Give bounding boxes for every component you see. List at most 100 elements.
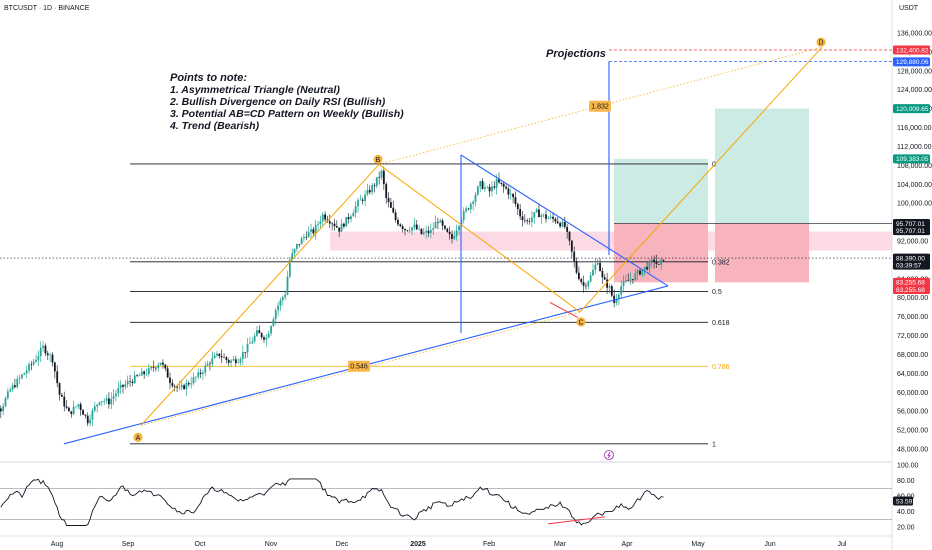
- svg-text:A: A: [136, 435, 141, 442]
- candle: [321, 211, 324, 226]
- candle: [53, 361, 56, 379]
- target-zone-2: [715, 108, 809, 224]
- note-4: 4. Trend (Bearish): [169, 120, 260, 132]
- candle: [592, 263, 594, 277]
- candle: [21, 373, 23, 380]
- candle: [281, 295, 284, 306]
- rsi-line: [0, 478, 664, 526]
- candle: [660, 257, 663, 271]
- candle: [220, 349, 223, 364]
- candle: [533, 211, 536, 224]
- candle: [427, 226, 430, 238]
- time-tick-label: 2025: [410, 541, 426, 548]
- time-tick-label: Dec: [336, 541, 349, 548]
- candle: [622, 275, 625, 293]
- candle: [42, 341, 44, 352]
- candle: [147, 364, 150, 377]
- candle: [434, 215, 437, 229]
- candle: [493, 181, 496, 190]
- lightning-icon[interactable]: [604, 450, 614, 460]
- candle: [585, 282, 587, 290]
- price-tick-label: 56,000.00: [897, 409, 928, 416]
- candle: [432, 222, 435, 236]
- candle: [44, 343, 47, 357]
- candle: [380, 169, 383, 181]
- candle: [491, 180, 493, 197]
- candle: [246, 338, 249, 358]
- candle: [397, 217, 399, 227]
- fib-level-label: 0.786: [712, 364, 730, 371]
- candle: [324, 211, 326, 223]
- candle: [37, 350, 40, 366]
- price-tick-label: 64,000.00: [897, 371, 928, 378]
- candle: [93, 401, 96, 413]
- price-axis[interactable]: 136,000.00132,000.00128,000.00124,000.00…: [897, 31, 932, 454]
- svg-text:B: B: [376, 157, 381, 164]
- candle: [420, 228, 423, 235]
- candle: [627, 273, 630, 281]
- candle: [258, 325, 261, 334]
- rsi-tick-label: 40.00: [897, 509, 915, 516]
- candle: [288, 256, 291, 279]
- candle: [418, 225, 420, 231]
- candle: [429, 223, 432, 239]
- time-tick-label: May: [691, 541, 705, 548]
- price-tag: 129,880.06: [893, 57, 930, 67]
- candle: [578, 266, 580, 281]
- candle: [206, 360, 209, 367]
- svg-text:129,880.06: 129,880.06: [896, 59, 929, 66]
- candle: [234, 355, 237, 367]
- candle: [394, 209, 397, 223]
- candle: [549, 213, 552, 220]
- candle: [333, 218, 336, 231]
- candle: [140, 367, 143, 376]
- candle: [387, 192, 390, 208]
- price-tag: 03:39:57: [893, 260, 930, 270]
- fib-level-label: 0.618: [712, 320, 730, 327]
- candle: [484, 182, 486, 192]
- candle: [213, 352, 216, 359]
- stop-zone-1: [614, 223, 708, 283]
- cd-ratio-label: 1.832: [589, 100, 611, 112]
- candle: [169, 372, 171, 389]
- candle: [192, 372, 195, 386]
- candle: [516, 202, 519, 215]
- candle: [303, 233, 305, 243]
- rsi-value-tag: 53.59: [893, 496, 913, 506]
- candle: [202, 369, 204, 380]
- candle: [392, 200, 395, 214]
- price-tick-label: 128,000.00: [897, 68, 932, 75]
- candle: [293, 248, 296, 257]
- candle: [190, 376, 193, 389]
- bc-ratio-label: 0.546: [348, 360, 370, 372]
- candle: [178, 380, 181, 391]
- candle: [129, 374, 131, 387]
- candle: [310, 223, 312, 239]
- candle: [657, 263, 660, 265]
- candle: [653, 255, 655, 269]
- price-tick-label: 108,000.00: [897, 163, 932, 170]
- candle: [270, 325, 272, 336]
- point-b-label: B: [373, 154, 383, 164]
- candle: [563, 216, 566, 229]
- candle: [298, 244, 301, 248]
- candle: [61, 392, 63, 397]
- candle: [131, 379, 134, 387]
- point-c-label: C: [576, 317, 586, 327]
- stop-zone-2: [715, 223, 809, 283]
- candle: [284, 290, 287, 301]
- candle: [404, 228, 406, 236]
- candle: [535, 208, 538, 214]
- candle: [100, 401, 103, 407]
- price-tick-label: 104,000.00: [897, 182, 932, 189]
- candle: [340, 219, 343, 232]
- candle: [136, 374, 138, 378]
- zones-layer: [0, 108, 892, 283]
- candle: [249, 336, 251, 345]
- rsi-tick-label: 20.00: [897, 525, 915, 532]
- candle: [354, 201, 357, 218]
- candle: [164, 363, 167, 372]
- candle: [6, 388, 9, 400]
- svg-text:120,009.65: 120,009.65: [896, 106, 929, 113]
